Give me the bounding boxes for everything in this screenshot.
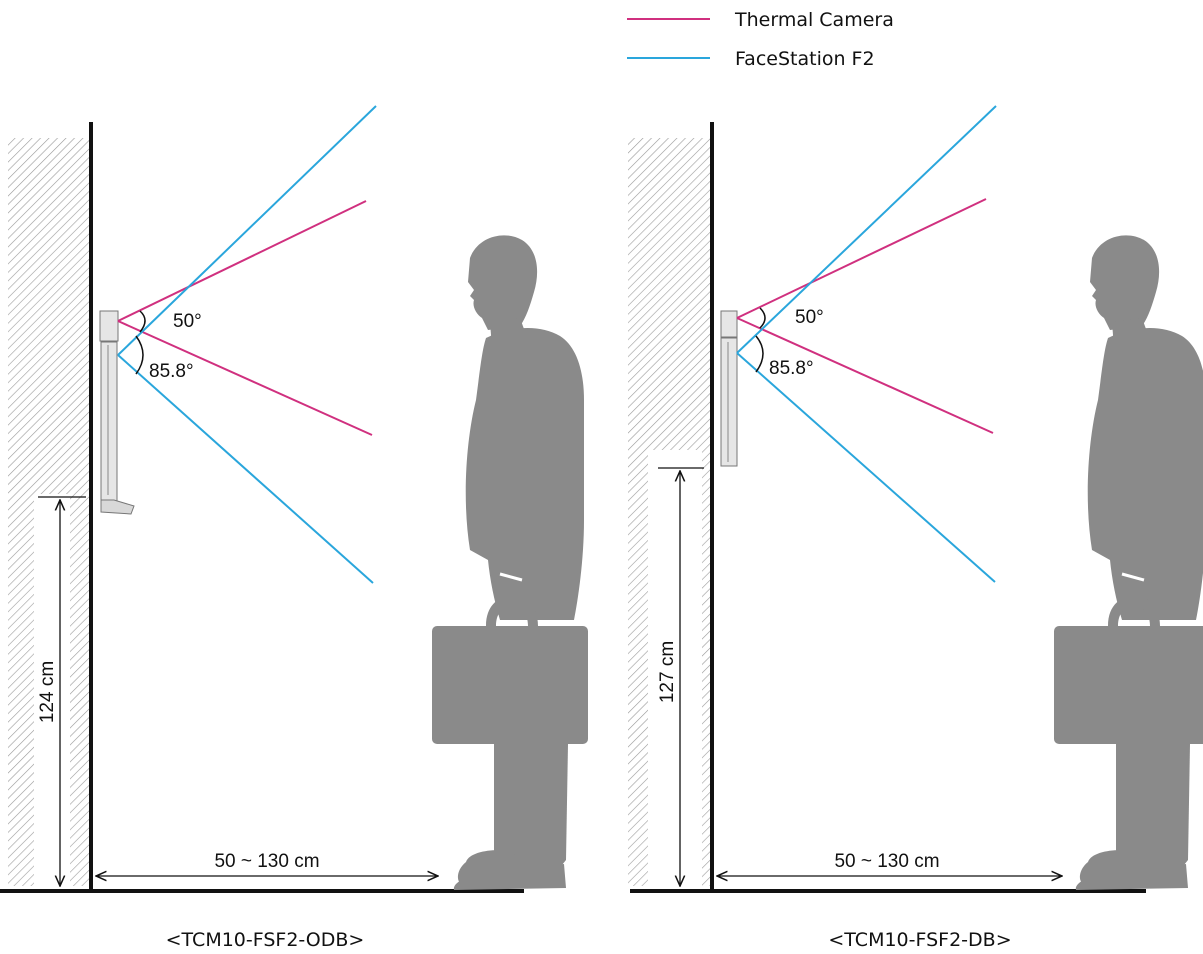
height-label: 127 cm	[657, 641, 678, 703]
thermal-angle-arc	[759, 307, 766, 329]
facestation-fov	[736, 105, 997, 583]
thermal-angle-label: 50°	[795, 307, 824, 328]
wall-hatch-upper	[628, 138, 710, 450]
face-angle-arc	[135, 335, 144, 375]
right-diagram: 50° 85.8° 127 cm 50 ~ 130 cm <TCM10-FSF2…	[628, 105, 1203, 951]
legend-thermal-label: Thermal Camera	[734, 9, 894, 31]
legend: Thermal Camera FaceStation F2	[627, 9, 894, 70]
person-hand-highlight	[1121, 572, 1145, 582]
thermal-camera-fov	[736, 198, 994, 434]
face-angle-arc	[755, 335, 764, 373]
person-hand-highlight	[499, 572, 523, 582]
right-caption: <TCM10-FSF2-DB>	[828, 929, 1011, 951]
person-silhouette	[432, 235, 588, 890]
facestation-fov	[117, 105, 377, 584]
height-label: 124 cm	[37, 661, 58, 723]
thermal-camera-device	[720, 310, 738, 467]
face-angle-label: 85.8°	[149, 361, 194, 382]
wall-hatch-inner	[70, 494, 90, 886]
wall-hatch-inner	[702, 450, 710, 886]
left-diagram: 50° 85.8° 124 cm 50 ~ 130 cm <TCM10-FSF2…	[0, 105, 588, 951]
distance-label: 50 ~ 130 cm	[214, 851, 319, 872]
thermal-angle-label: 50°	[173, 311, 202, 332]
person-silhouette	[1054, 235, 1203, 890]
legend-face-label: FaceStation F2	[735, 48, 875, 70]
thermal-camera-device	[99, 310, 135, 515]
wall-hatch-lower	[628, 450, 648, 886]
wall-hatch-lower	[8, 494, 34, 886]
left-caption: <TCM10-FSF2-ODB>	[166, 929, 365, 951]
thermal-camera-fov	[117, 200, 373, 436]
wall-hatch-upper	[8, 138, 90, 494]
distance-label: 50 ~ 130 cm	[834, 851, 939, 872]
thermal-angle-arc	[139, 310, 146, 333]
face-angle-label: 85.8°	[769, 358, 814, 379]
